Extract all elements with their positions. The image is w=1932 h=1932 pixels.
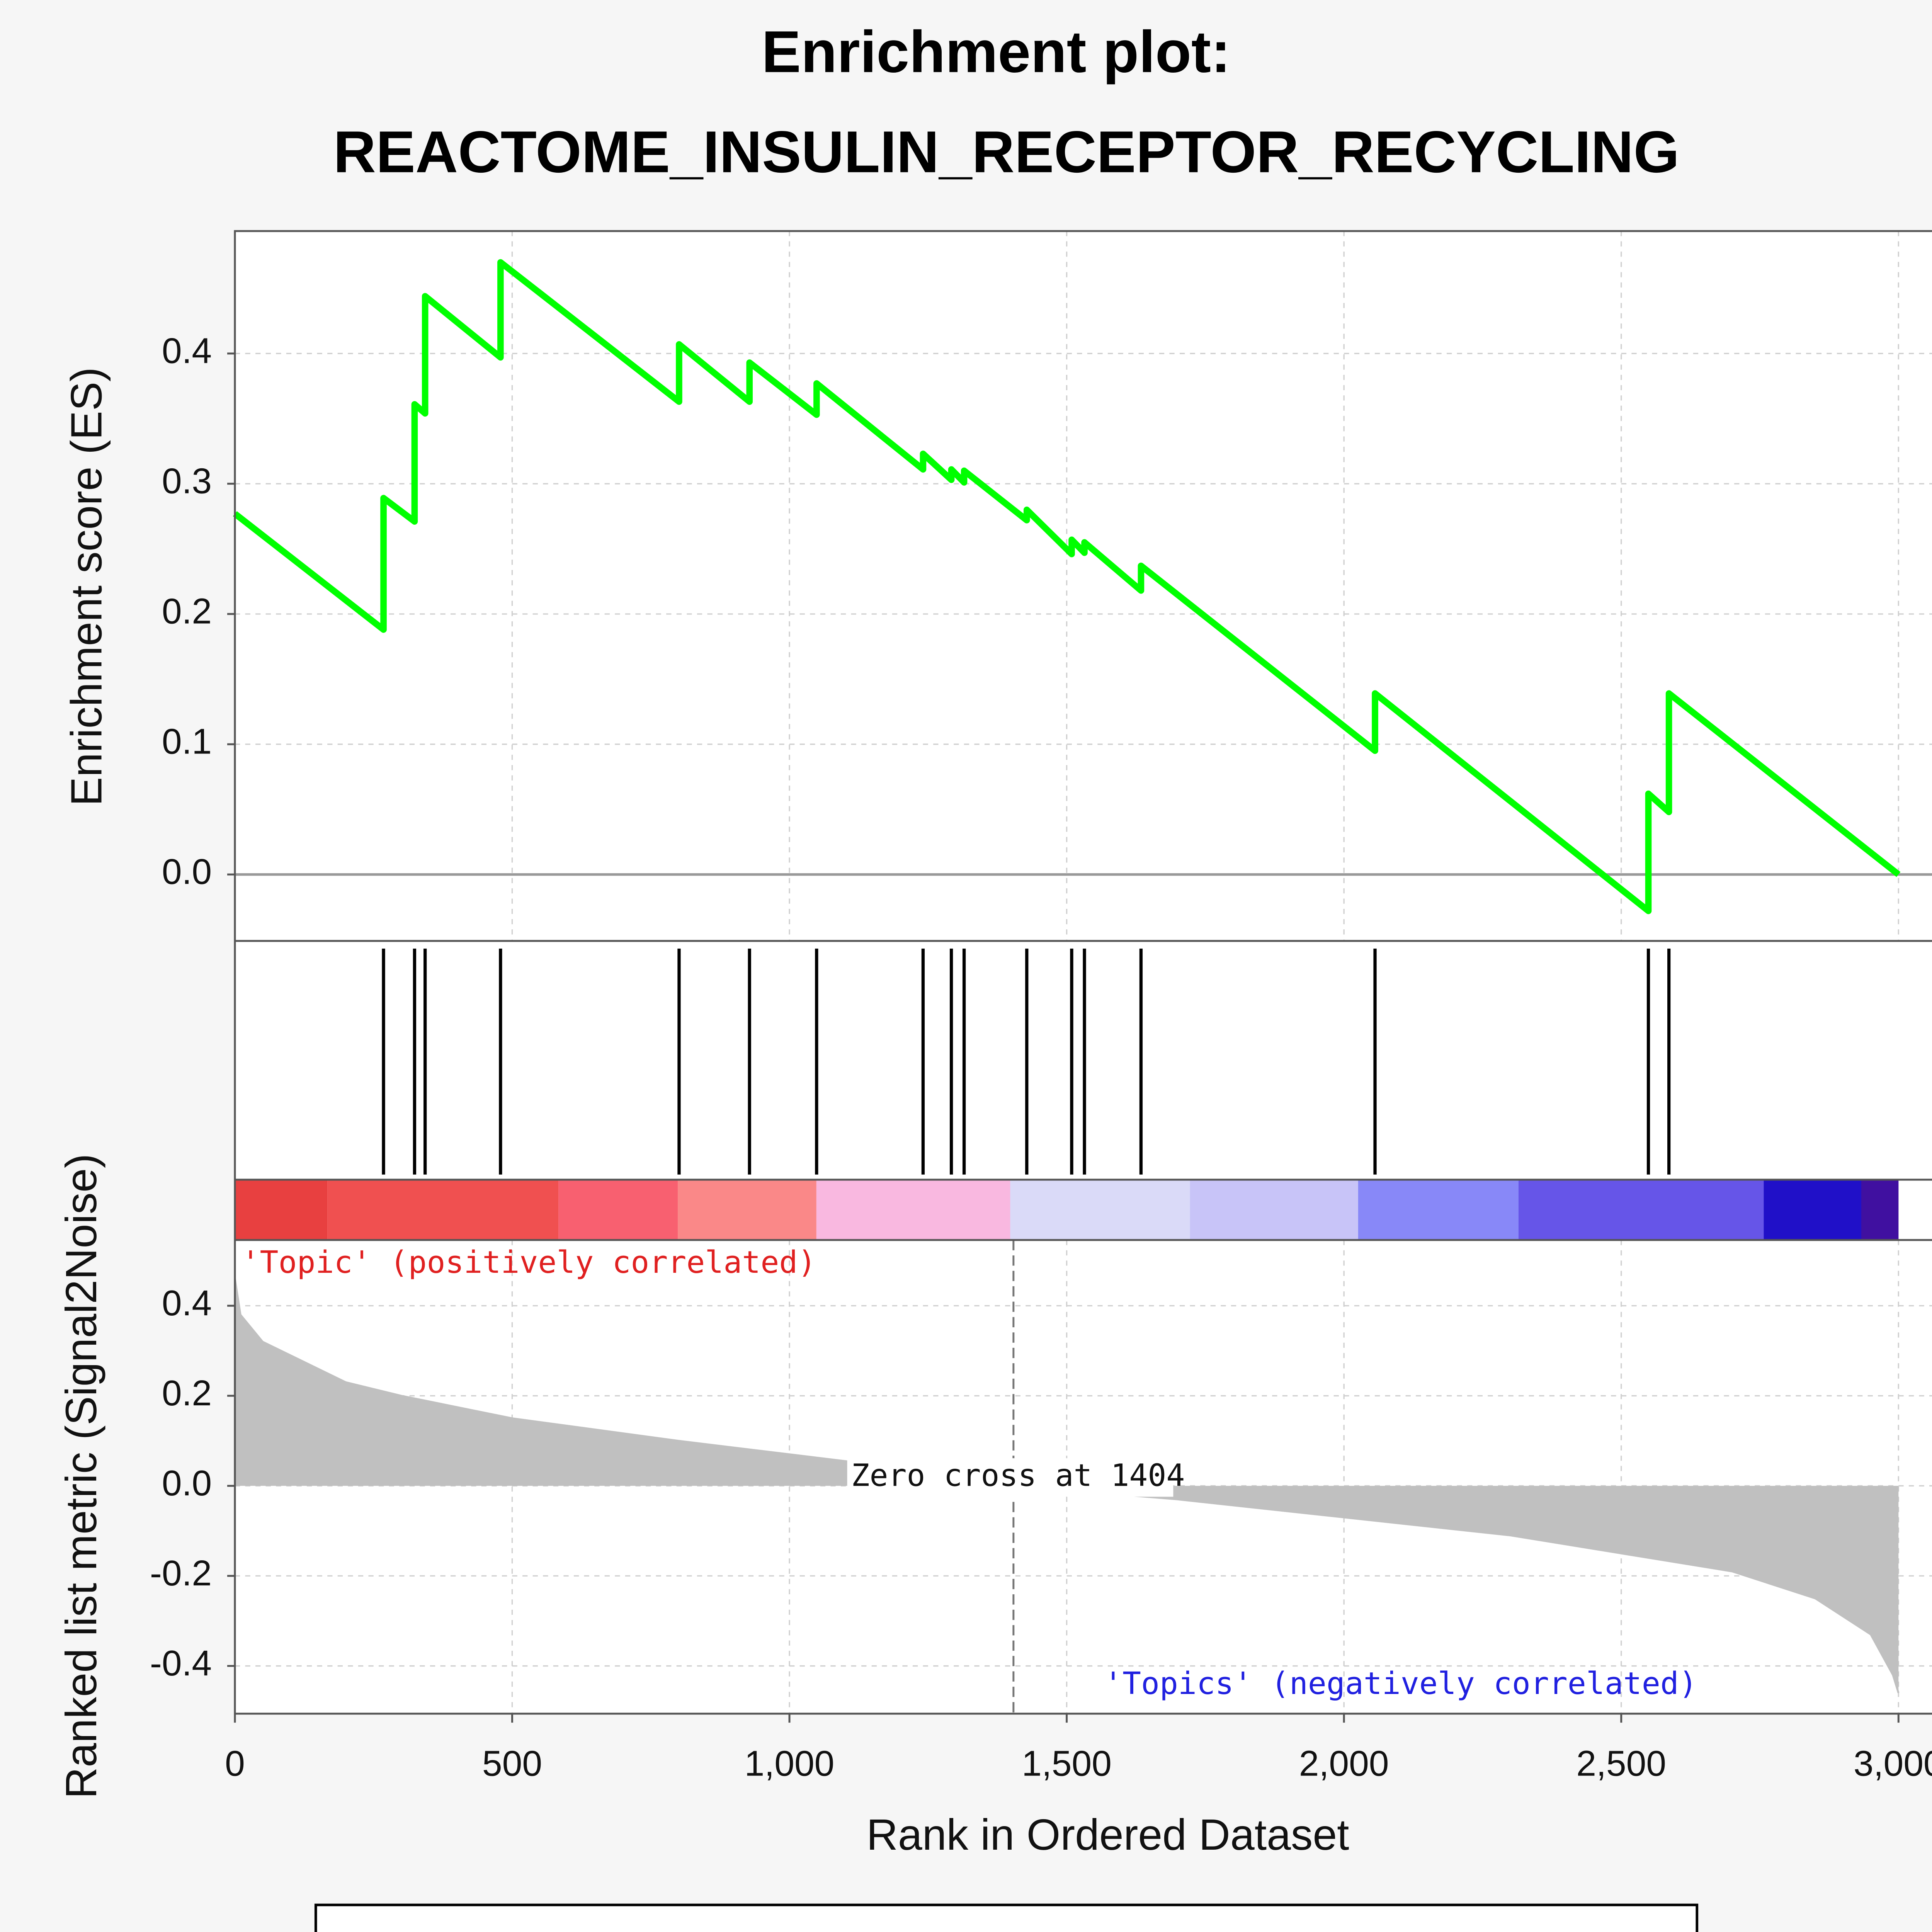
colorbar-cell [678,1179,816,1240]
y-tick-label: 0.1 [162,721,212,762]
y-tick-label: -0.4 [150,1643,212,1683]
colorbar-cell [1190,1179,1358,1240]
zero-cross-label: Zero cross at 1404 [851,1458,1185,1493]
negative-label: 'Topics' (negatively correlated) [1104,1665,1697,1701]
y-tick-label: 0.0 [162,1463,212,1503]
y-tick-label: 0.2 [162,591,212,631]
colorbar-cell [558,1179,678,1240]
colorbar-cell [1358,1179,1519,1240]
y-axis-label: Enrichment score (ES) [62,367,111,806]
colorbar-cell [327,1179,559,1240]
zero-cross-bg [847,1458,1173,1497]
y-tick-label: 0.2 [162,1373,212,1413]
legend-box [314,1903,1699,1932]
y-tick-label: 0.0 [162,852,212,892]
chart-subtitle: REACTOME_INSULIN_RECEPTOR_RECYCLING [333,119,1680,185]
colorbar-cell [1764,1179,1861,1240]
chart-title: Enrichment plot: [762,19,1231,85]
colorbar-cell [1861,1179,1899,1240]
positive-label: 'Topic' (positively correlated) [242,1244,816,1280]
colorbar-cell [1010,1179,1190,1240]
x-tick-label: 0 [225,1743,245,1784]
legend-label: Enrichment profile [403,1926,755,1932]
x-tick-label: 1,500 [1022,1743,1112,1784]
colorbar-cell [235,1179,328,1240]
y-tick-label: 0.4 [162,330,212,371]
x-tick-label: 3,000 [1854,1743,1932,1784]
plot-frame [234,230,1932,1715]
y-tick-label: -0.2 [150,1553,212,1593]
y-axis-label: Ranked list metric (Signal2Noise) [57,1154,105,1799]
x-tick-label: 1,000 [745,1743,835,1784]
legend-label: Ranking metric scores [1184,1926,1615,1932]
x-tick-label: 2,000 [1299,1743,1389,1784]
x-axis-label: Rank in Ordered Dataset [866,1810,1349,1859]
x-tick-label: 2,500 [1576,1743,1666,1784]
y-tick-label: 0.3 [162,461,212,501]
colorbar [235,1179,1899,1240]
colorbar-cell [1519,1179,1764,1240]
legend-label: Hits [901,1926,976,1932]
colorbar-cell [816,1179,1010,1240]
y-tick-label: 0.4 [162,1283,212,1323]
x-tick-label: 500 [482,1743,542,1784]
enrichment-line [233,259,1901,914]
